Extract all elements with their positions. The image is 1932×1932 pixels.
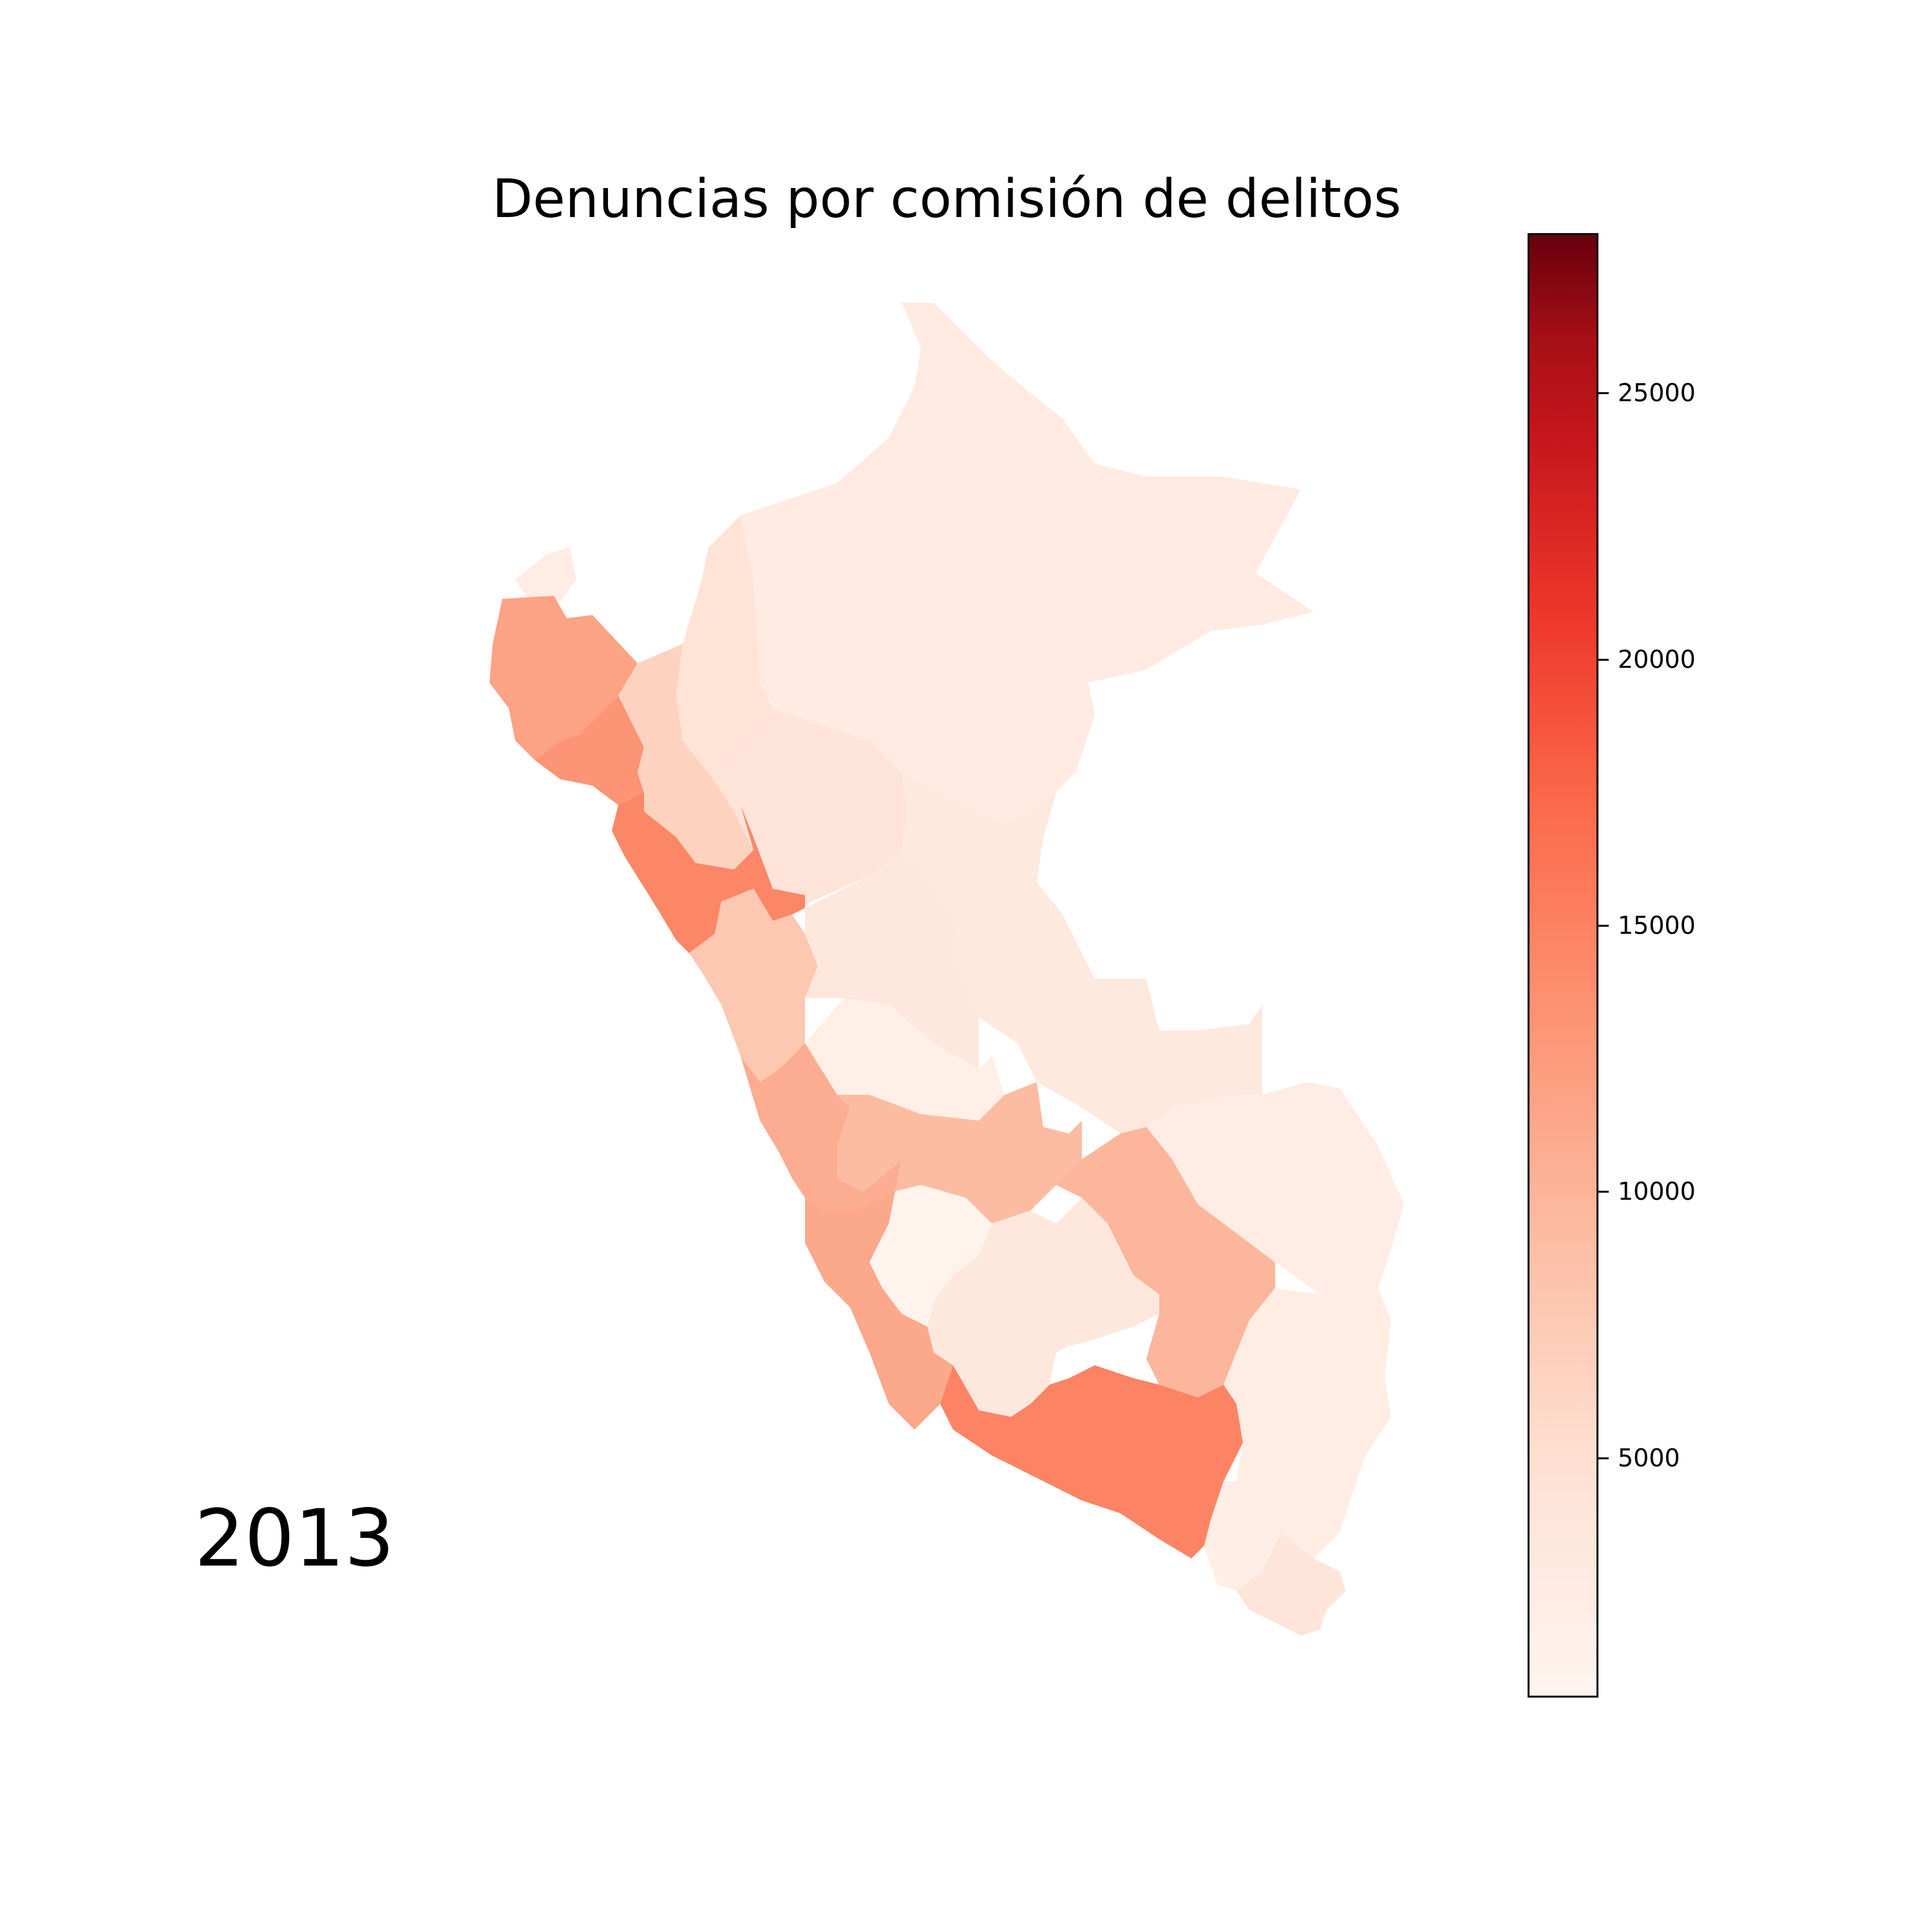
region-lambayeque [535,696,644,805]
region-pasco [805,998,1005,1121]
colorbar-tick-label: 15000 [1618,911,1696,940]
region-puno [1224,1288,1391,1558]
region-apurimac [1037,1198,1159,1352]
region-tacna [1236,1533,1346,1636]
region-ancash [689,889,818,1082]
region-huanuco [805,850,979,1069]
colorbar-tick-label: 20000 [1618,645,1696,674]
region-junin [837,1082,1082,1224]
colorbar-tick-label: 5000 [1618,1443,1680,1472]
region-loreto [741,303,1314,824]
region-madre-de-dios [1146,1082,1404,1294]
colorbar-tick-label: 25000 [1618,379,1696,408]
colorbar [1528,233,1598,1698]
map-title: Denuncias por comisión de delitos [492,169,1401,230]
colorbar-tick [1598,658,1609,661]
region-lima [741,1043,902,1211]
region-piura [489,596,638,760]
region-ayacucho [927,1211,1056,1417]
year-label: 2013 [194,1493,395,1584]
region-ucayali [902,773,1262,1133]
region-la-libertad [612,792,805,953]
region-tumbes [515,547,576,602]
region-huancavelica [869,1185,992,1327]
region-cajamarca [618,644,753,869]
colorbar-tick [1598,924,1609,927]
colorbar-tick-label: 10000 [1618,1177,1696,1206]
colorbar-tick [1598,392,1609,395]
region-arequipa [940,1365,1243,1558]
region-moquegua [1204,1481,1282,1591]
region-ica [805,1191,953,1430]
region-amazonas [676,515,773,773]
colorbar-tick [1598,1191,1609,1193]
region-cusco [1056,1121,1275,1397]
colorbar-tick [1598,1457,1609,1459]
